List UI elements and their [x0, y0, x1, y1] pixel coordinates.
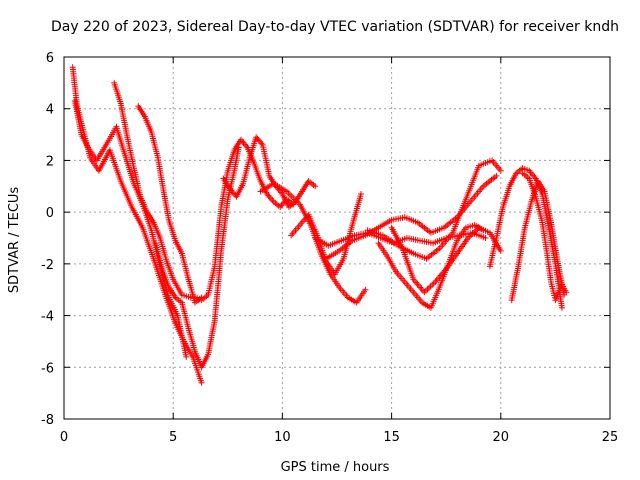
series-markers: [192, 136, 297, 304]
series-arc-14: [388, 224, 504, 296]
y-tick-label: 6: [46, 51, 54, 66]
series-markers: [135, 103, 205, 306]
y-tick-label: 2: [46, 154, 54, 169]
axis-ticks: 0 5 10 15 20 25 -8 -6 -4 -2 0 2 4 6: [41, 51, 618, 445]
series-arc-12: [364, 157, 504, 262]
x-tick-label: 5: [169, 430, 177, 445]
series-arc-9: [288, 191, 364, 278]
series-markers: [152, 144, 242, 371]
x-tick-label: 20: [493, 430, 510, 445]
series-markers: [288, 191, 364, 278]
y-tick-label: 4: [46, 103, 54, 118]
series-arc-6: [192, 136, 297, 304]
series-markers: [364, 157, 504, 262]
series-arc-11: [323, 172, 500, 262]
y-axis-label: SDTVAR / TECUs: [7, 187, 22, 294]
y-tick-label: -4: [41, 310, 54, 325]
series-arc-4: [135, 103, 205, 306]
series-arc-3: [111, 79, 194, 301]
series-markers: [111, 79, 194, 301]
x-tick-label: 25: [602, 430, 619, 445]
series-arc-17: [519, 170, 570, 304]
series-arc-16: [508, 178, 568, 304]
series-markers: [519, 170, 570, 304]
x-tick-label: 0: [60, 430, 68, 445]
series-arc-5: [152, 144, 242, 371]
series-markers: [508, 178, 568, 304]
y-tick-label: -8: [41, 413, 54, 428]
y-tick-label: -6: [41, 361, 54, 376]
x-tick-label: 10: [274, 430, 291, 445]
y-tick-label: -2: [41, 258, 54, 273]
plot-frame: [63, 56, 611, 420]
data-points: [69, 64, 570, 386]
x-tick-label: 15: [383, 430, 400, 445]
chart-title: Day 220 of 2023, Sidereal Day-to-day VTE…: [51, 19, 619, 35]
series-markers: [323, 172, 500, 262]
y-tick-label: 0: [46, 206, 54, 221]
series-markers: [388, 224, 504, 296]
x-axis-label: GPS time / hours: [281, 460, 390, 475]
